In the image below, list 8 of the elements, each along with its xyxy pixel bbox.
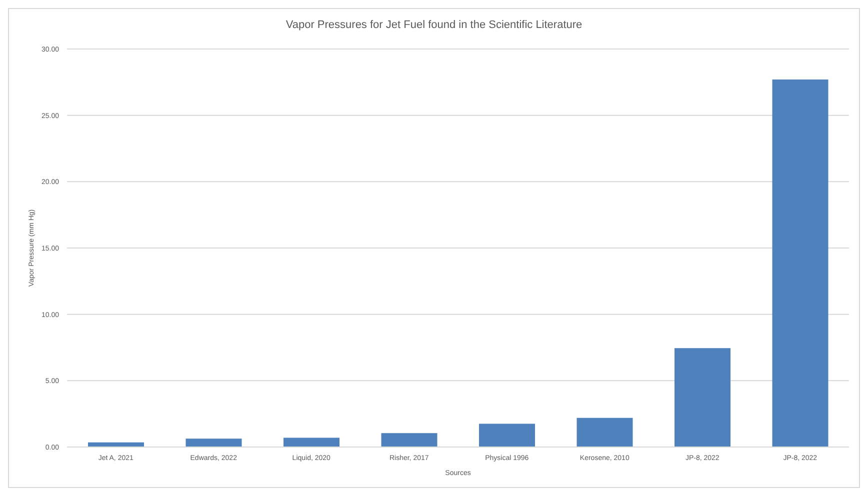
chart-title: Vapor Pressures for Jet Fuel found in the Scientific Literature [284,18,584,33]
bar [186,438,242,447]
bar [674,348,730,447]
bar [381,433,438,447]
bar [284,438,340,447]
bar [576,418,633,447]
bar [479,424,535,447]
bar [772,80,828,447]
